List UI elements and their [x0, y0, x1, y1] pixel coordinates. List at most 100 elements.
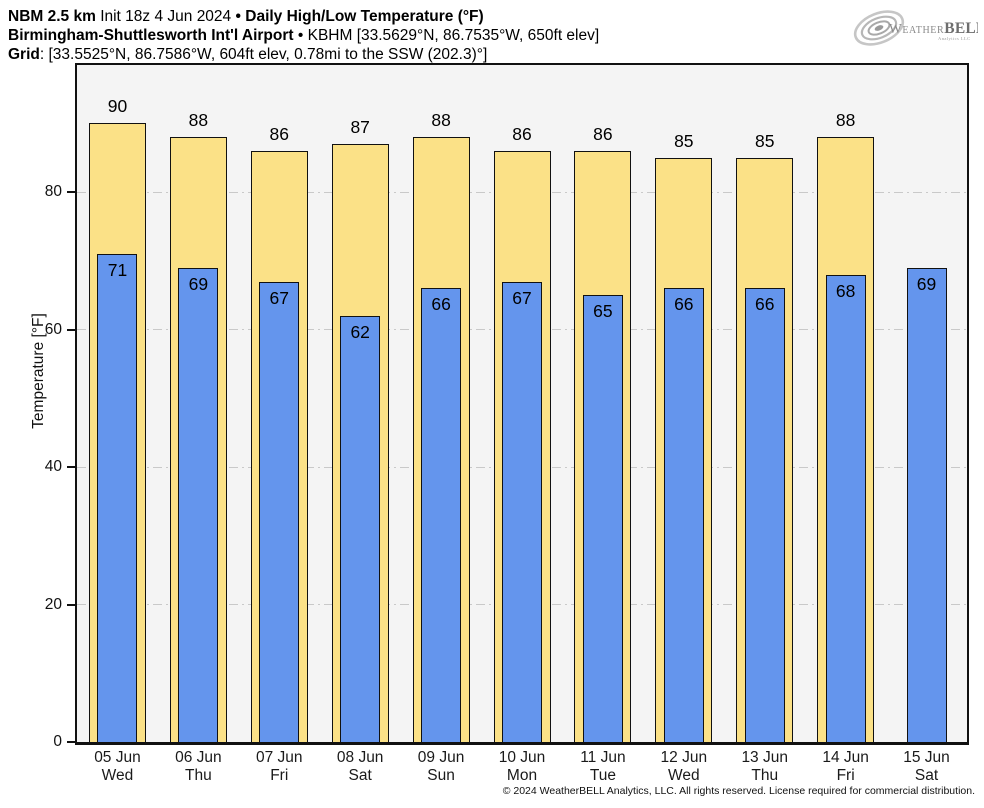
high-value-label: 88 — [188, 110, 209, 131]
y-tick-mark — [67, 466, 75, 469]
header-line-1: NBM 2.5 km Init 18z 4 Jun 2024 • Daily H… — [8, 7, 599, 26]
x-tick-date: 06 Jun — [175, 749, 222, 766]
low-bar — [582, 295, 623, 742]
x-tick-label: 10 Jun Mon — [477, 749, 567, 785]
x-tick-date: 11 Jun — [580, 749, 626, 766]
x-tick-label: 06 Jun Thu — [153, 749, 243, 785]
high-value-label: 86 — [593, 123, 613, 144]
x-tick-label: 15 Jun Sat — [882, 749, 972, 785]
y-axis-title: Temperature [°F] — [30, 313, 47, 429]
low-value-label: 69 — [188, 273, 209, 294]
station-name: Birmingham-Shuttlesworth Int'l Airport — [8, 27, 294, 44]
x-tick-date: 07 Jun — [255, 749, 303, 766]
weatherbell-logo: WEATHERBELL Analytics LLC — [853, 10, 978, 46]
x-tick-date: 12 Jun — [660, 749, 708, 766]
high-value-label: 86 — [512, 123, 532, 144]
low-bar — [421, 288, 462, 742]
low-bar — [340, 315, 381, 742]
x-tick-date: 08 Jun — [336, 749, 384, 766]
low-bar — [825, 274, 866, 742]
high-value-label: 87 — [350, 117, 370, 138]
y-tick-label: 60 — [44, 320, 62, 338]
x-tick-weekday: Sat — [914, 767, 939, 784]
x-tick-weekday: Sun — [427, 767, 455, 784]
x-tick-weekday: Sat — [348, 767, 372, 784]
low-bar — [663, 288, 704, 742]
low-bar — [906, 267, 947, 742]
high-value-label: 90 — [107, 96, 128, 117]
x-tick-label: 08 Jun Sat — [315, 749, 405, 785]
high-value-label: 86 — [269, 123, 289, 144]
low-value-label: 66 — [431, 294, 451, 315]
x-tick-date: 15 Jun — [903, 749, 950, 766]
x-tick-label: 12 Jun Wed — [639, 749, 729, 785]
x-tick-label: 11 Jun Tue — [558, 749, 648, 785]
y-tick-label: 40 — [44, 458, 62, 476]
plot-area: 90 71 88 69 86 67 87 62 88 66 86 67 86 65 85 66 85 66 88 68… — [77, 65, 967, 742]
low-bar — [97, 254, 138, 742]
logo-text-weather: WEATHERBELL — [889, 20, 978, 37]
header-line-3: Grid: [33.5525°N, 86.7586°W, 604ft elev,… — [8, 45, 599, 64]
x-tick-weekday: Wed — [101, 767, 134, 784]
chart-title: Daily High/Low Temperature (°F) — [245, 8, 484, 25]
chart-header: NBM 2.5 km Init 18z 4 Jun 2024 • Daily H… — [8, 7, 599, 64]
high-value-label: 88 — [431, 110, 451, 131]
separator-dot: • — [235, 8, 241, 25]
high-value-label: 85 — [754, 130, 775, 151]
plot-frame: 90 71 88 69 86 67 87 62 88 66 86 67 86 65 85 66 85 66 88 68… — [75, 63, 969, 745]
low-bar — [744, 288, 785, 742]
low-value-label: 66 — [754, 294, 775, 315]
y-tick-mark — [67, 191, 75, 194]
y-axis: 0 20 40 60 80 — [0, 65, 75, 750]
low-value-label: 62 — [350, 321, 370, 342]
x-tick-weekday: Thu — [185, 767, 212, 784]
x-tick-label: 09 Jun Sun — [396, 749, 486, 785]
logo-subtext: Analytics LLC — [938, 36, 971, 41]
low-value-label: 71 — [107, 260, 128, 281]
x-tick-date: 10 Jun — [498, 749, 546, 766]
low-value-label: 66 — [674, 294, 694, 315]
x-tick-weekday: Tue — [589, 767, 616, 784]
high-value-label: 88 — [835, 110, 856, 131]
high-value-label: 85 — [674, 130, 694, 151]
low-bar — [502, 281, 542, 742]
low-value-label: 67 — [512, 287, 532, 308]
grid-label: Grid — [8, 46, 40, 63]
grid-details: : [33.5525°N, 86.7586°W, 604ft elev, 0.7… — [39, 46, 488, 63]
x-tick-label: 14 Jun Fri — [801, 749, 891, 785]
low-value-label: 69 — [916, 273, 937, 294]
low-value-label: 65 — [593, 301, 613, 322]
y-tick-mark — [67, 741, 75, 743]
x-tick-label: 05 Jun Wed — [72, 749, 162, 785]
low-value-label: 68 — [835, 280, 856, 301]
copyright-notice: © 2024 WeatherBELL Analytics, LLC. All r… — [502, 785, 975, 797]
y-tick-label: 20 — [44, 595, 62, 613]
x-axis: 05 Jun Wed 06 Jun Thu 07 Jun Fri 08 Jun Sat 09 J… — [77, 749, 967, 789]
y-tick-label: 0 — [53, 733, 62, 750]
x-tick-label: 13 Jun Thu — [720, 749, 810, 785]
separator-dot: • — [297, 27, 304, 44]
x-tick-weekday: Fri — [270, 767, 289, 784]
low-bar — [259, 281, 300, 742]
low-bar — [178, 267, 219, 742]
y-tick-label: 80 — [44, 183, 62, 201]
model-name: NBM 2.5 km — [8, 8, 96, 25]
x-tick-date: 09 Jun — [417, 749, 465, 766]
x-tick-date: 13 Jun — [741, 749, 788, 766]
x-tick-date: 14 Jun — [822, 749, 869, 766]
y-tick-mark — [67, 603, 75, 606]
station-details: KBHM [33.5629°N, 86.7535°W, 650ft elev] — [307, 27, 600, 44]
x-tick-weekday: Wed — [668, 767, 700, 784]
hurricane-swirl-icon — [853, 10, 905, 46]
logo-text-bell: BELL — [944, 20, 978, 37]
y-tick-mark — [67, 328, 75, 331]
x-tick-date: 05 Jun — [94, 749, 141, 766]
x-tick-weekday: Mon — [506, 767, 538, 784]
header-line-2: Birmingham-Shuttlesworth Int'l Airport •… — [8, 26, 599, 45]
low-value-label: 67 — [269, 287, 289, 308]
x-tick-weekday: Thu — [751, 767, 779, 784]
init-time: Init 18z 4 Jun 2024 — [100, 8, 232, 25]
x-tick-label: 07 Jun Fri — [234, 749, 324, 785]
x-tick-weekday: Fri — [836, 767, 855, 784]
